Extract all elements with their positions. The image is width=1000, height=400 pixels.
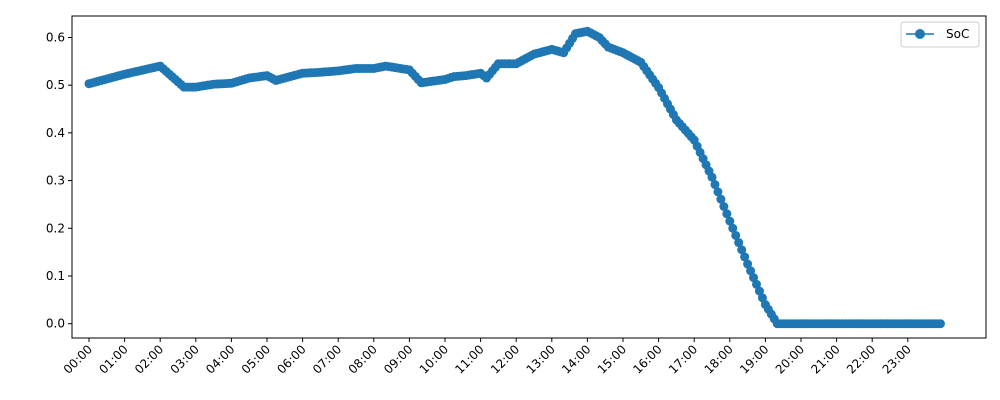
x-tick-label: 07:00 [310,342,344,376]
series-layer [84,26,945,329]
x-tick-label: 09:00 [381,342,415,376]
legend: SoC [900,21,980,48]
x-tick-label: 05:00 [239,342,273,376]
x-tick-label: 15:00 [595,342,629,376]
legend-box [900,21,980,48]
soc-data-point [713,187,723,197]
x-axis-ticks: 00:00 01:00 02:00 03:00 04:00 05:00 06:00 07:00… [61,338,914,377]
plot-frame [71,15,987,339]
x-tick-label: 01:00 [96,342,130,376]
soc-data-point [743,259,753,269]
x-tick-label: 06:00 [274,342,308,376]
soc-data-point [728,223,738,233]
legend-marker-swatch [915,29,925,39]
x-tick-label: 23:00 [880,342,914,376]
x-tick-label: 22:00 [844,342,878,376]
x-tick-label: 19:00 [737,342,771,376]
y-tick-label: 0.2 [46,221,65,235]
x-tick-label: 14:00 [559,342,593,376]
plot-background [72,16,986,338]
y-axis-ticks: 0.0 0.1 0.2 0.3 0.4 0.5 0.6 [46,30,72,331]
x-tick-label: 00:00 [61,342,95,376]
y-tick-label: 0.5 [46,78,65,92]
y-tick-label: 0.4 [46,126,65,140]
soc-data-point [731,230,741,240]
soc-data-point [725,216,735,226]
x-tick-label: 02:00 [132,342,166,376]
y-tick-label: 0.0 [46,317,65,331]
y-tick-label: 0.3 [46,174,65,188]
x-tick-label: 20:00 [773,342,807,376]
soc-data-point [757,293,767,303]
soc-data-point [710,180,720,190]
soc-data-point [749,273,759,283]
soc-data-point [707,172,717,182]
soc-data-point [740,252,750,262]
soc-data-point [935,319,945,329]
x-tick-label: 04:00 [203,342,237,376]
x-tick-label: 21:00 [808,342,842,376]
y-tick-label: 0.1 [46,269,65,283]
x-tick-label: 10:00 [417,342,451,376]
soc-data-point [734,238,744,248]
x-tick-label: 12:00 [488,342,522,376]
x-tick-label: 17:00 [666,342,700,376]
x-tick-label: 18:00 [702,342,736,376]
x-tick-label: 03:00 [168,342,202,376]
soc-data-point [716,194,726,204]
x-tick-label: 13:00 [524,342,558,376]
soc-data-point [752,279,761,289]
x-tick-label: 16:00 [630,342,664,376]
soc-data-point [719,202,729,211]
legend-label-soc: SoC [946,27,969,41]
x-tick-label: 11:00 [452,342,486,376]
soc-data-point [722,209,732,219]
y-tick-label: 0.6 [46,30,65,44]
soc-data-point [737,245,747,255]
x-tick-label: 08:00 [346,342,380,376]
soc-data-point [754,286,764,296]
soc-data-point [746,266,756,276]
